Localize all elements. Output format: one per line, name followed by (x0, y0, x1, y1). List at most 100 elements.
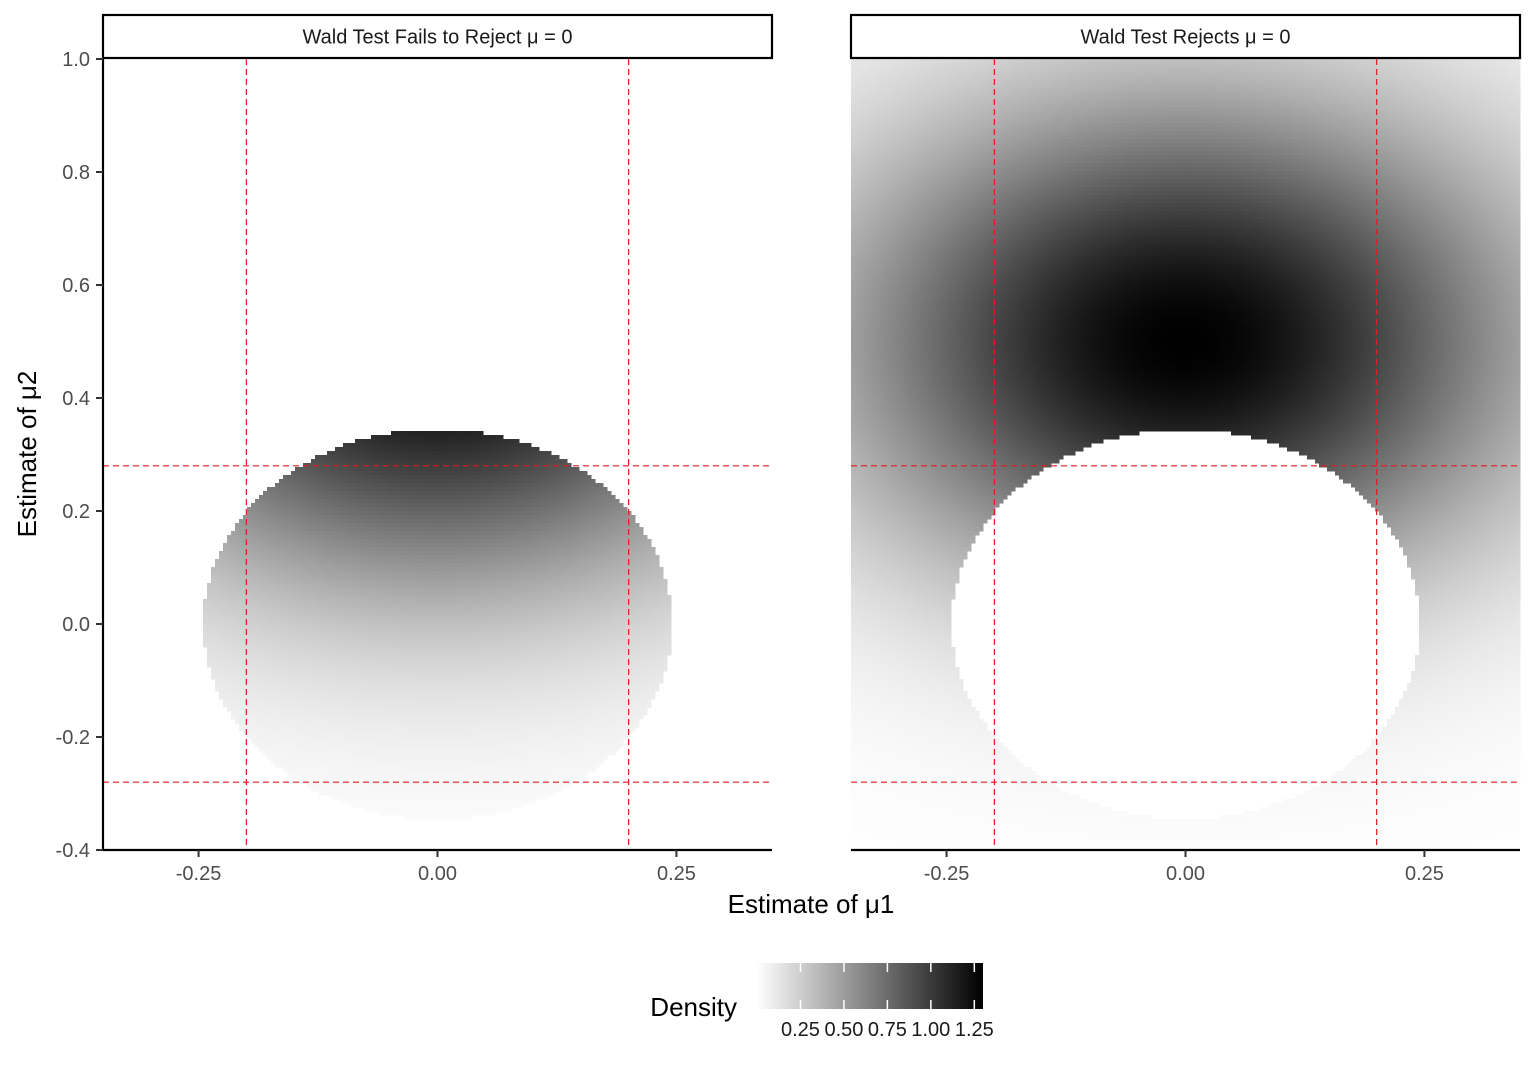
density-cell (591, 487, 596, 492)
density-cell (623, 507, 628, 512)
density-cell (231, 583, 236, 588)
density-cell (347, 639, 352, 644)
density-cell (635, 623, 640, 628)
density-cell (471, 511, 476, 516)
density-cell (547, 515, 552, 520)
density-cell (407, 591, 412, 596)
density-cell (539, 519, 544, 524)
density-cell (491, 523, 496, 528)
density-cell (487, 619, 492, 624)
density-cell (611, 539, 616, 544)
density-cell (307, 615, 312, 620)
density-cell (615, 535, 620, 540)
density-cell (639, 611, 644, 616)
density-cell (375, 451, 380, 456)
density-cell (583, 471, 588, 476)
density-cell (411, 495, 416, 500)
density-cell (323, 639, 328, 644)
density-cell (291, 543, 296, 548)
density-cell (271, 623, 276, 628)
density-cell (287, 571, 292, 576)
density-cell (455, 575, 460, 580)
density-cell (503, 499, 508, 504)
density-cell (263, 579, 268, 584)
density-cell (551, 455, 556, 460)
density-cell (435, 503, 440, 508)
density-cell (347, 583, 352, 588)
density-cell (563, 515, 568, 520)
density-cell (559, 547, 564, 552)
density-cell (495, 491, 500, 496)
density-cell (463, 507, 468, 512)
density-cell (571, 483, 576, 488)
density-cell (459, 507, 464, 512)
density-cell (291, 527, 296, 532)
density-cell (599, 507, 604, 512)
density-cell (443, 467, 448, 472)
density-cell (291, 607, 296, 612)
density-cell (307, 567, 312, 572)
density-cell (303, 479, 308, 484)
density-cell (579, 619, 584, 624)
density-cell (223, 547, 228, 552)
density-cell (339, 451, 344, 456)
density-cell (535, 535, 540, 540)
density-cell (663, 599, 668, 604)
density-cell (287, 495, 292, 500)
density-cell (431, 627, 436, 632)
density-cell (563, 563, 568, 568)
density-cell (391, 527, 396, 532)
density-cell (351, 491, 356, 496)
density-cell (435, 631, 440, 636)
density-cell (427, 519, 432, 524)
density-cell (287, 483, 292, 488)
density-cell (275, 487, 280, 492)
density-cell (283, 575, 288, 580)
density-cell (495, 503, 500, 508)
density-cell (567, 627, 572, 632)
density-cell (643, 587, 648, 592)
density-cell (491, 455, 496, 460)
density-cell (419, 491, 424, 496)
density-cell (627, 611, 632, 616)
density-cell (427, 531, 432, 536)
density-cell (271, 607, 276, 612)
density-cell (543, 587, 548, 592)
density-cell (295, 603, 300, 608)
density-cell (251, 563, 256, 568)
density-cell (583, 595, 588, 600)
density-cell (255, 595, 260, 600)
density-cell (647, 635, 652, 640)
density-cell (415, 607, 420, 612)
density-cell (475, 627, 480, 632)
density-cell (311, 471, 316, 476)
density-cell (623, 595, 628, 600)
density-cell (583, 583, 588, 588)
density-cell (223, 567, 228, 572)
density-cell (439, 523, 444, 528)
density-cell (631, 571, 636, 576)
density-cell (487, 567, 492, 572)
density-cell (447, 587, 452, 592)
density-cell (499, 463, 504, 468)
density-cell (407, 607, 412, 612)
density-cell (407, 571, 412, 576)
density-cell (507, 579, 512, 584)
density-cell (587, 547, 592, 552)
density-cell (379, 599, 384, 604)
density-cell (499, 527, 504, 532)
density-cell (363, 451, 368, 456)
density-cell (399, 435, 404, 440)
density-cell (287, 599, 292, 604)
density-cell (563, 551, 568, 556)
density-cell (435, 595, 440, 600)
density-cell (259, 627, 264, 632)
density-cell (587, 563, 592, 568)
density-cell (391, 599, 396, 604)
density-cell (575, 607, 580, 612)
density-cell (259, 623, 264, 628)
density-cell (539, 455, 544, 460)
density-cell (379, 587, 384, 592)
density-cell (591, 583, 596, 588)
density-cell (591, 507, 596, 512)
